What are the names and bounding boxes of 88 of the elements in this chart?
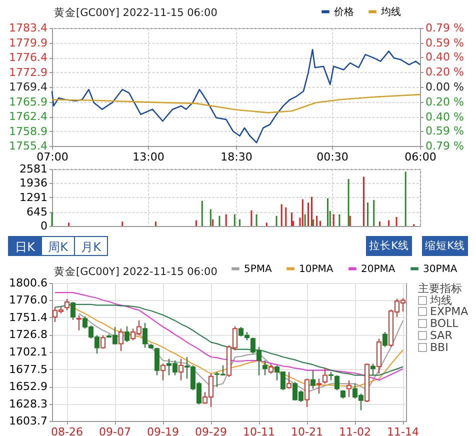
text: 周K — [41, 236, 75, 256]
line-series — [54, 292, 404, 381]
candlestick — [286, 372, 292, 390]
text: SAR — [429, 329, 452, 342]
x-tick-label: 11-14 — [387, 426, 419, 436]
y-tick-label: 1776.4 — [9, 51, 48, 64]
chart-title: 黄金[GC00Y] 2022-11-15 06:00 — [54, 265, 218, 279]
candlestick — [316, 378, 322, 394]
candlestick — [76, 314, 82, 331]
y-tick-label: 1936 — [20, 176, 48, 190]
candlestick — [100, 334, 106, 350]
x-tick-label: 09-07 — [99, 426, 131, 436]
y-tick-label: 645 — [26, 205, 48, 218]
x-tick-label: 09-29 — [195, 426, 227, 436]
y-tick-label: 1762.4 — [9, 110, 48, 123]
candlestick — [370, 363, 376, 376]
text: BBI — [429, 341, 448, 354]
y-tick-label: 1800.6 — [9, 276, 48, 290]
text: 均线 — [429, 294, 452, 307]
text: 拉长K线 — [366, 236, 412, 256]
x-tick-label: 13:00 — [132, 150, 164, 164]
y2-tick-label: 0.79 % — [426, 22, 464, 34]
y-tick-label: 1291 — [20, 190, 48, 204]
candlestick — [160, 363, 166, 381]
x-tick-label: 18:30 — [220, 150, 252, 164]
y-tick-label: 1677.5 — [9, 362, 48, 376]
candlestick — [64, 298, 70, 311]
candlestick — [124, 326, 130, 343]
x-tick-label: 10-21 — [291, 426, 323, 436]
y2-tick-label: 0.20 % — [426, 95, 464, 108]
legend-label: 30PMA — [423, 264, 458, 275]
candlestick — [382, 331, 388, 348]
candlestick — [268, 364, 274, 374]
legend-label: 10PMA — [299, 264, 334, 275]
y-tick-label: 2581 — [20, 162, 48, 176]
chart-title: 黄金[GC00Y] 2022-11-15 06:00 — [54, 6, 218, 20]
text: 日K — [8, 236, 42, 256]
legend-label: 价格 — [333, 6, 354, 18]
legend-label: 均线 — [380, 6, 401, 18]
candlestick — [304, 378, 310, 408]
candlestick — [178, 358, 184, 381]
x-tick-label: 07:00 — [36, 150, 68, 164]
y2-tick-label: 0.20 % — [426, 66, 464, 79]
candlestick — [70, 301, 76, 320]
y-tick-label: 1772.9 — [9, 66, 48, 79]
y-tick-label: 1726.8 — [9, 328, 48, 342]
candlestick — [154, 347, 160, 376]
x-tick-label: 11-02 — [339, 426, 371, 436]
y-tick-label: 1769.4 — [9, 80, 48, 94]
text: EXPMA — [429, 305, 468, 318]
candlestick — [142, 322, 148, 348]
y2-tick-label: 0.59 % — [426, 36, 464, 50]
x-tick-label: 06:00 — [404, 150, 436, 164]
legend-label: 20PMA — [361, 264, 396, 275]
x-tick-label: 09-19 — [147, 426, 179, 436]
y-tick-label: 1652.9 — [9, 380, 48, 394]
y-tick-label: 1702.1 — [9, 346, 48, 359]
y-tick-label: 1751.4 — [9, 310, 48, 324]
y2-tick-label: 0.00 % — [426, 80, 464, 94]
y-tick-label: 1603.7 — [9, 414, 48, 428]
candlestick — [346, 380, 352, 398]
y-tick-label: 1758.9 — [9, 124, 48, 138]
x-tick-label: 08-26 — [51, 426, 83, 436]
candlestick — [262, 360, 268, 376]
y-tick-label: 1755.4 — [9, 140, 48, 152]
text: BOLL — [429, 317, 458, 330]
x-tick-label: 10-11 — [243, 426, 275, 436]
text: 主要指标 — [418, 281, 462, 295]
legend-label: 5PMA — [244, 264, 272, 275]
y2-tick-label: 0.40 % — [426, 50, 464, 64]
candlestick — [118, 328, 124, 352]
y2-tick-label: 0.79 % — [426, 140, 464, 152]
text: 月K — [74, 236, 108, 256]
y-tick-label: 1783.4 — [9, 22, 48, 34]
text: 缩短K线 — [422, 236, 468, 256]
y-tick-label: 1628.3 — [9, 397, 48, 410]
line-series — [51, 48, 421, 144]
candlestick — [322, 367, 328, 384]
line-series — [51, 94, 421, 114]
y2-tick-label: 0.59 % — [426, 124, 464, 138]
y-tick-label: 1765.9 — [9, 95, 48, 108]
y-tick-label: 1776.0 — [9, 294, 48, 307]
candlestick — [310, 370, 316, 390]
y-tick-label: 0 — [40, 220, 48, 232]
x-tick-label: 00:30 — [316, 150, 348, 164]
candlestick — [334, 374, 340, 391]
y-tick-label: 1779.9 — [9, 36, 48, 50]
y2-tick-label: 0.40 % — [426, 110, 464, 124]
